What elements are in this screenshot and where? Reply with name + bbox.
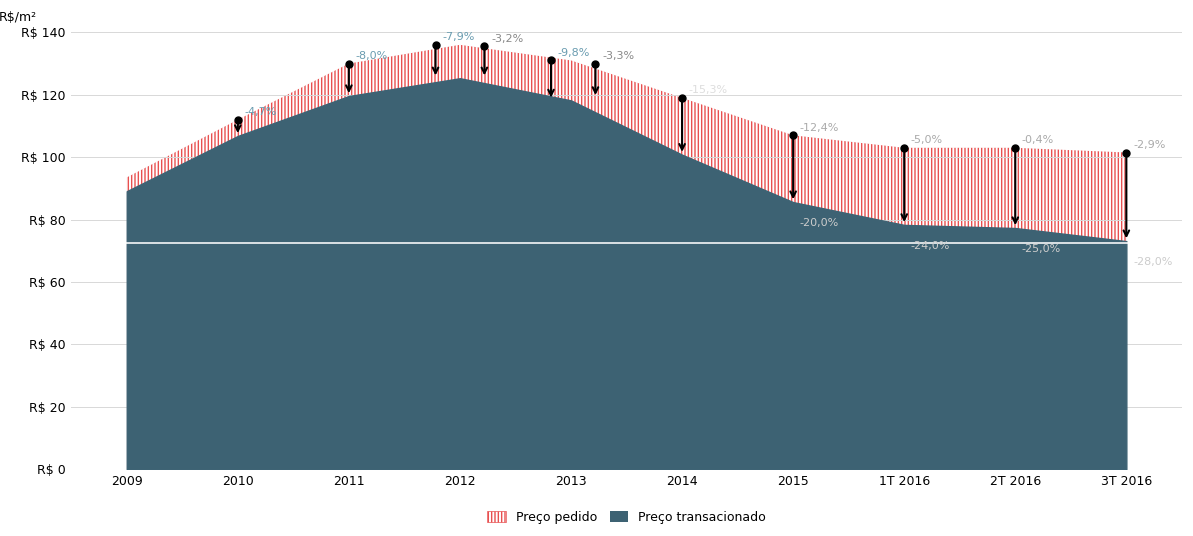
- Text: -8,0%: -8,0%: [356, 51, 388, 61]
- Text: -2,9%: -2,9%: [1133, 140, 1166, 150]
- Text: -28,0%: -28,0%: [1133, 257, 1173, 267]
- Text: -15,3%: -15,3%: [688, 85, 728, 95]
- Text: -7,9%: -7,9%: [443, 32, 475, 42]
- Text: R$/m²: R$/m²: [0, 11, 37, 24]
- Text: -0,4%: -0,4%: [1022, 135, 1055, 145]
- Text: -24,0%: -24,0%: [911, 241, 951, 250]
- Text: -5,0%: -5,0%: [911, 135, 942, 145]
- Text: -4,7%: -4,7%: [245, 107, 277, 117]
- Legend: Preço pedido, Preço transacionado: Preço pedido, Preço transacionado: [482, 505, 771, 528]
- Text: -3,2%: -3,2%: [492, 34, 524, 44]
- Text: -3,3%: -3,3%: [602, 51, 635, 61]
- Text: -12,4%: -12,4%: [799, 123, 839, 133]
- Text: -25,0%: -25,0%: [1022, 244, 1062, 254]
- Text: -9,8%: -9,8%: [557, 48, 591, 58]
- Text: -20,0%: -20,0%: [799, 218, 839, 228]
